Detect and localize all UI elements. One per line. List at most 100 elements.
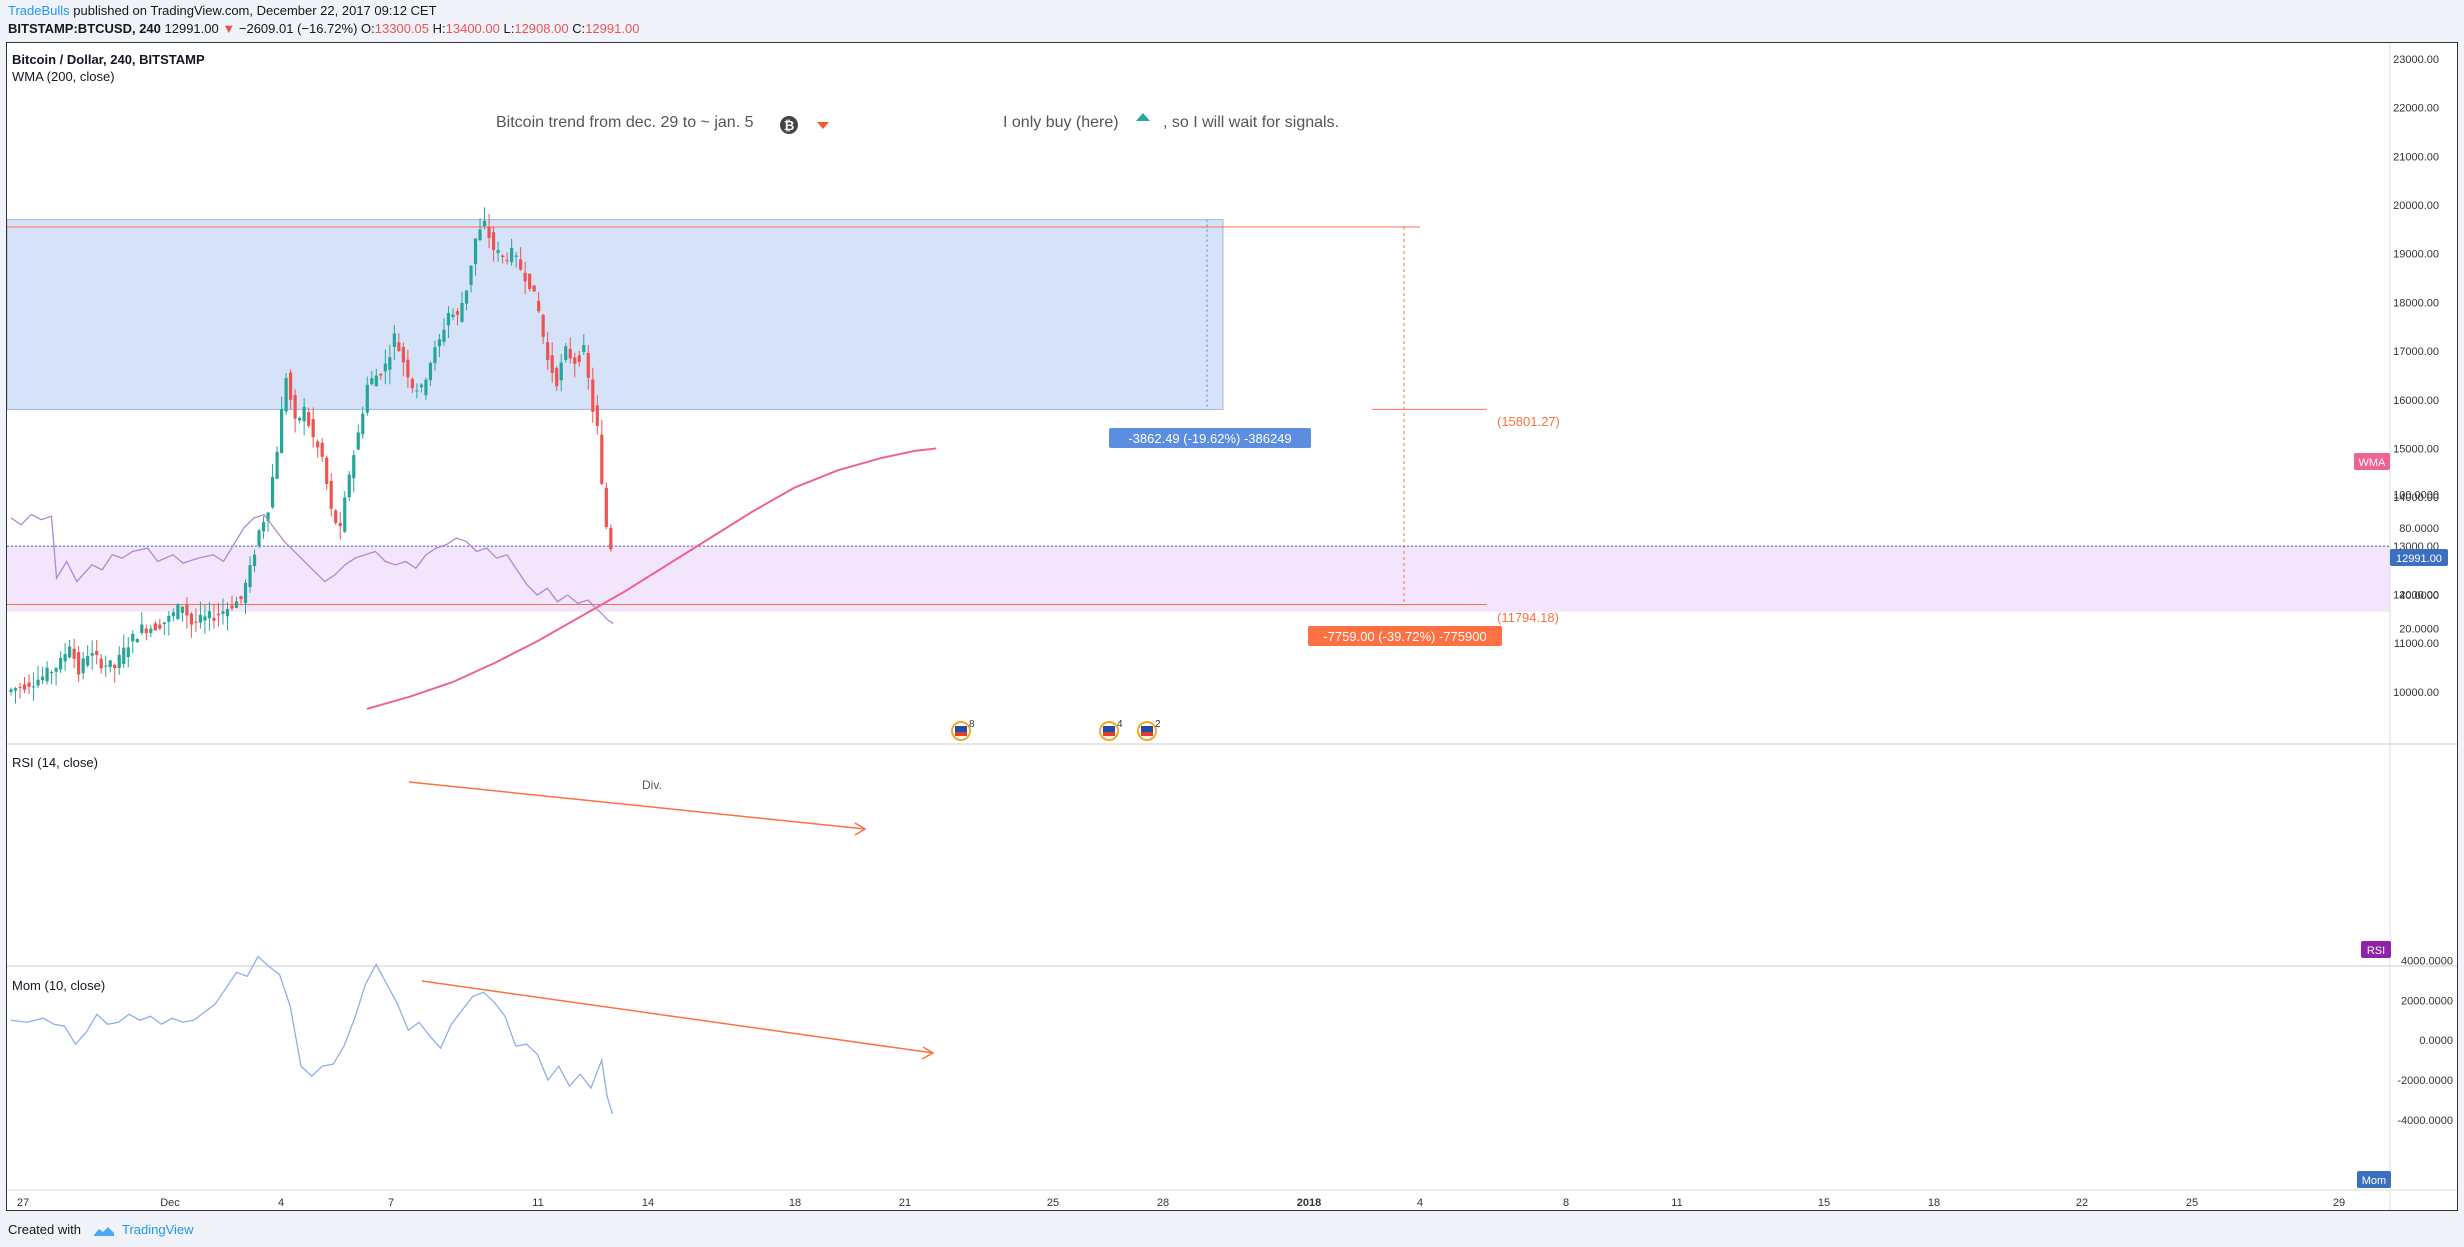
candle-body (428, 362, 433, 381)
rsi-divergence-arrow[interactable] (408, 781, 866, 830)
candle-body (604, 487, 608, 528)
candle-body (419, 384, 424, 388)
time-tick-label: 14 (642, 1197, 654, 1209)
mom-legend[interactable]: Mom (10, close) (12, 978, 106, 993)
us-event-marker-2[interactable] (1099, 721, 1119, 741)
candle-body (410, 378, 414, 389)
mom-arrow-head-icon (921, 1046, 935, 1060)
candle-body (491, 232, 496, 250)
price-badge-bg (2390, 549, 2448, 566)
time-tick-label: 4 (278, 1197, 284, 1209)
candle-body (383, 363, 387, 372)
price-tick-label: 21000.00 (2393, 151, 2439, 163)
buy-annotation-2[interactable]: , so I will wait for signals. (1163, 114, 1340, 131)
created-with-text: Created with (8, 1222, 81, 1237)
candle-body (9, 689, 13, 692)
candle-body (464, 290, 469, 304)
author-link[interactable]: TradeBulls (8, 3, 70, 18)
us-event-marker-1[interactable] (951, 721, 971, 741)
low-value: 12908.00 (514, 21, 569, 36)
candle-body (586, 352, 590, 378)
candle-body (514, 255, 518, 257)
mom-tick-label: -4000.0000 (2397, 1115, 2453, 1127)
time-tick-label: 15 (1818, 1197, 1830, 1209)
chart-title[interactable]: Bitcoin / Dollar, 240, BITSTAMP (12, 52, 205, 67)
rsi-line[interactable] (10, 513, 614, 625)
chart-canvas[interactable]: 23000.00 22000.00 21000.00 20000.00 19000.00… (7, 43, 2457, 1210)
candle-body (140, 624, 144, 633)
candle-body (347, 474, 351, 498)
time-tick-label: 22 (2076, 1197, 2088, 1209)
candle-body (59, 657, 63, 670)
candle-body (433, 347, 437, 364)
mom-divergence-arrow[interactable] (421, 980, 934, 1054)
candle-body (248, 565, 252, 588)
candle-body (352, 455, 356, 479)
time-tick-label: 28 (1157, 1197, 1169, 1209)
candle-body (180, 606, 184, 613)
candle-body (77, 652, 81, 675)
time-tick-label: 4 (1417, 1197, 1423, 1209)
candle-body (185, 604, 189, 616)
level-label-1: (15801.27) (1497, 414, 1560, 429)
range-label-1-bg[interactable] (1109, 428, 1311, 448)
supply-zone-rectangle[interactable] (7, 219, 1224, 410)
last-price: 12991.00 (164, 21, 219, 36)
candle-body (609, 528, 613, 550)
candlestick-series[interactable] (9, 207, 613, 704)
time-tick-label: 11 (532, 1197, 543, 1209)
mom-line[interactable] (10, 955, 614, 1115)
divergence-label: Div. (642, 778, 662, 792)
rsi-legend[interactable]: RSI (14, close) (12, 755, 98, 770)
candle-body (460, 302, 464, 322)
candle-body (455, 311, 460, 315)
candle-body (356, 432, 360, 450)
candle-body (329, 480, 333, 509)
candle-body (266, 512, 270, 522)
candle-body (198, 614, 203, 623)
candle-body (568, 348, 572, 359)
wma-legend[interactable]: WMA (200, close) (12, 69, 115, 84)
trend-annotation[interactable]: Bitcoin trend from dec. 29 to ~ jan. 5 (496, 114, 754, 131)
time-tick-label: 29 (2333, 1197, 2345, 1209)
candle-body (176, 604, 180, 620)
candle-body (149, 628, 153, 634)
mom-axis[interactable]: 4000.0000 2000.0000 0.0000 -2000.0000 -4000.… (2397, 955, 2453, 1127)
candle-body (216, 613, 221, 616)
time-axis[interactable]: 27 Dec 4 7 11 14 18 21 25 28 2018 4 8 11 15 18 22 25 29 (17, 1197, 2345, 1209)
time-tick-label: 8 (1563, 1197, 1569, 1209)
candle-body (243, 582, 248, 604)
candle-body (482, 220, 487, 227)
candle-body (379, 373, 383, 376)
range-label-2-bg[interactable] (1308, 626, 1502, 646)
candle-body (257, 530, 261, 546)
open-value: 13300.05 (374, 21, 430, 36)
buy-annotation-1[interactable]: I only buy (here) (1003, 114, 1119, 131)
candle-body (541, 315, 545, 337)
candle-body (311, 418, 315, 438)
candle-body (500, 255, 505, 258)
candle-body (478, 229, 482, 240)
chart-frame[interactable]: 23000.00 22000.00 21000.00 20000.00 19000.00… (6, 42, 2458, 1211)
wma-line[interactable] (366, 447, 937, 710)
candle-body (361, 413, 365, 435)
mom-badge-bg (2357, 1171, 2391, 1188)
range-label-2: -7759.00 (-39.72%) -775900 (1323, 629, 1486, 644)
price-badge: 12991.00 (2396, 553, 2442, 565)
tradingview-link[interactable]: TradingView (122, 1222, 194, 1237)
us-event-marker-3[interactable] (1137, 721, 1157, 741)
down-triangle-icon (817, 122, 829, 129)
candle-body (582, 345, 586, 352)
price-tick-label: 12000.00 (2393, 589, 2439, 601)
candle-body (595, 405, 599, 426)
candle-body (225, 609, 230, 617)
candle-body (36, 679, 40, 686)
close-label: C: (572, 21, 586, 36)
level-label-2: (11794.18) (1497, 610, 1559, 625)
price-axis[interactable]: 23000.00 22000.00 21000.00 20000.00 19000.00… (2393, 54, 2439, 699)
candle-body (108, 660, 112, 668)
mom-badge: Mom (2362, 1175, 2386, 1187)
candle-body (280, 409, 284, 453)
price-tick-label: 18000.00 (2393, 297, 2439, 309)
candle-body (469, 265, 473, 286)
